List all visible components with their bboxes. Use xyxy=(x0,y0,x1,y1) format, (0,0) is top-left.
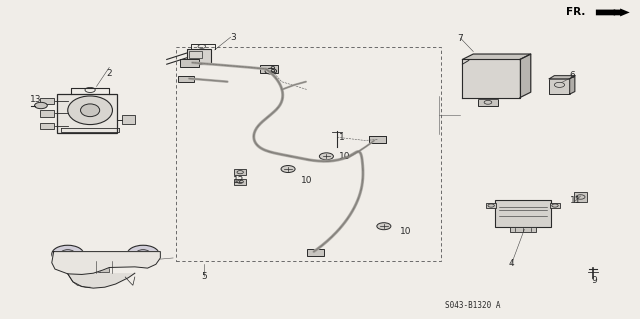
Bar xyxy=(40,98,54,104)
Bar xyxy=(186,49,211,64)
Text: 3: 3 xyxy=(230,33,236,42)
Bar xyxy=(260,65,278,73)
Ellipse shape xyxy=(81,104,100,117)
Circle shape xyxy=(377,223,391,230)
Bar xyxy=(234,179,246,185)
Polygon shape xyxy=(463,54,531,59)
Bar xyxy=(234,169,246,175)
Bar xyxy=(189,51,202,58)
Text: 11: 11 xyxy=(570,196,581,205)
Ellipse shape xyxy=(127,245,159,263)
Text: 1: 1 xyxy=(339,133,345,142)
Polygon shape xyxy=(549,76,575,79)
Text: 10: 10 xyxy=(339,152,351,161)
Circle shape xyxy=(35,102,47,109)
Circle shape xyxy=(265,68,276,74)
Text: 8: 8 xyxy=(269,66,275,75)
Text: FR.: FR. xyxy=(566,7,585,18)
Bar xyxy=(56,94,117,132)
Text: 9: 9 xyxy=(592,276,598,285)
Text: S043-B1320 A: S043-B1320 A xyxy=(445,301,500,310)
Bar xyxy=(369,136,387,143)
Ellipse shape xyxy=(60,250,76,259)
Text: 5: 5 xyxy=(201,272,207,281)
Ellipse shape xyxy=(136,250,151,259)
Text: 10: 10 xyxy=(400,227,412,236)
Bar xyxy=(574,192,587,202)
Polygon shape xyxy=(68,273,135,288)
Bar xyxy=(179,59,198,67)
Polygon shape xyxy=(570,76,575,94)
Bar xyxy=(176,47,442,261)
Bar xyxy=(178,76,194,82)
Bar xyxy=(89,268,95,270)
Circle shape xyxy=(319,153,333,160)
Text: 2: 2 xyxy=(106,69,112,78)
Text: 6: 6 xyxy=(570,71,575,80)
Bar xyxy=(40,123,54,129)
Text: 12: 12 xyxy=(233,176,244,185)
Text: 7: 7 xyxy=(458,34,463,43)
Polygon shape xyxy=(463,59,520,98)
FancyArrow shape xyxy=(596,9,630,16)
Bar xyxy=(93,269,100,272)
Bar xyxy=(307,249,324,256)
Bar xyxy=(510,227,536,232)
Bar xyxy=(478,99,497,106)
Text: 4: 4 xyxy=(509,259,515,268)
Bar xyxy=(122,115,135,124)
Bar xyxy=(486,203,496,208)
Bar xyxy=(549,79,570,94)
Bar xyxy=(495,200,551,226)
Polygon shape xyxy=(52,252,161,274)
Bar xyxy=(40,110,54,117)
Ellipse shape xyxy=(68,96,113,124)
Bar xyxy=(550,203,560,208)
Bar xyxy=(369,136,387,143)
Text: 13: 13 xyxy=(30,95,42,104)
Circle shape xyxy=(281,166,295,173)
Text: 10: 10 xyxy=(301,176,312,185)
Bar xyxy=(97,268,109,272)
Polygon shape xyxy=(520,54,531,98)
Ellipse shape xyxy=(52,245,84,263)
